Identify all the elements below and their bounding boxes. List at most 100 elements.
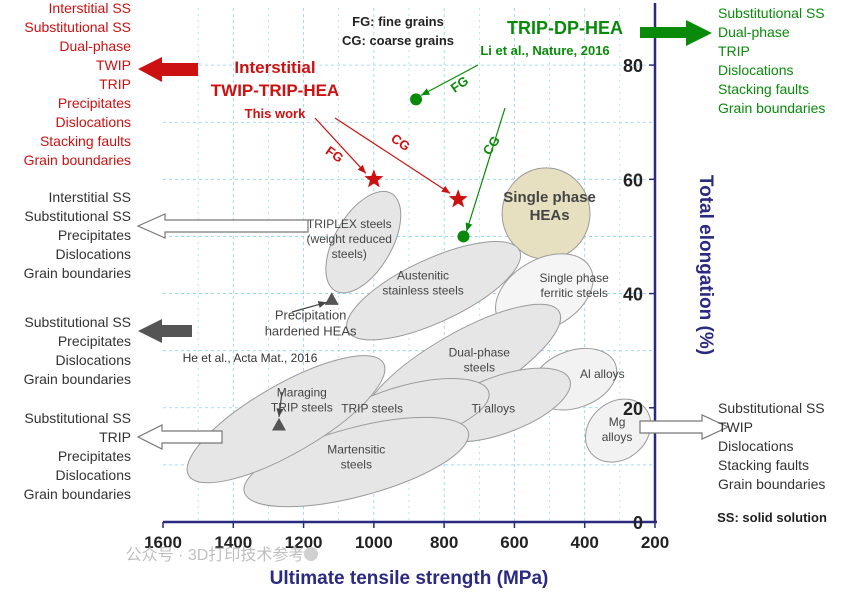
arrow-fg-green bbox=[420, 64, 479, 96]
trip-dp-title: TRIP-DP-HEA bbox=[507, 18, 623, 38]
mechanism-item: Substitutional SS bbox=[718, 5, 825, 21]
region-label: Maraging bbox=[277, 385, 327, 399]
arrow-fg-red bbox=[314, 117, 367, 174]
x-tick-label: 1200 bbox=[285, 533, 323, 552]
big-arrow-gray-right bbox=[639, 414, 730, 440]
mechanism-item: Substitutional SS bbox=[24, 410, 131, 426]
mechanism-item: Stacking faults bbox=[40, 133, 131, 149]
mechanism-item: TWIP bbox=[718, 419, 753, 435]
mechanism-item: Substitutional SS bbox=[24, 208, 131, 224]
region-label: steels bbox=[464, 360, 495, 374]
trip-dp-ref: Li et al., Nature, 2016 bbox=[480, 43, 609, 58]
watermark: 公众号 · 3D打印技术参考 bbox=[126, 546, 305, 564]
big-arrow-red-left-head bbox=[138, 57, 162, 82]
data-point-circle bbox=[410, 93, 423, 106]
big-arrow-gray-left-3 bbox=[136, 424, 223, 450]
arrow-cg-red-head bbox=[441, 185, 451, 194]
region-label: Ti alloys bbox=[472, 401, 516, 415]
big-arrow-red-left bbox=[160, 63, 198, 76]
region-label: ferritic steels bbox=[540, 286, 607, 300]
mechanism-item: Substitutional SS bbox=[24, 19, 131, 35]
mechanism-item: Dislocations bbox=[718, 62, 793, 78]
label-fg-green: FG bbox=[448, 73, 471, 96]
mechanism-item: Grain boundaries bbox=[24, 371, 131, 387]
region-label: HEAs bbox=[530, 207, 570, 224]
region-label: alloys bbox=[602, 430, 633, 444]
this-work-title: TWIP-TRIP-HEA bbox=[211, 81, 339, 100]
mechanism-item: Precipitates bbox=[58, 95, 131, 111]
this-work-sub: This work bbox=[245, 106, 306, 121]
arrow-maraging-head bbox=[276, 408, 284, 417]
region-label: Austenitic bbox=[397, 268, 449, 282]
y-tick-label: 60 bbox=[623, 170, 643, 190]
mechanism-item: Interstitial SS bbox=[49, 189, 131, 205]
region-label: hardened HEAs bbox=[265, 323, 357, 338]
mechanism-item: Grain boundaries bbox=[718, 476, 825, 492]
region-ellipse bbox=[346, 241, 522, 341]
this-work-title: Interstitial bbox=[234, 58, 315, 77]
data-point-triangle bbox=[324, 292, 339, 305]
mechanism-item: Substitutional SS bbox=[718, 400, 825, 416]
x-tick-label: 400 bbox=[571, 533, 599, 552]
y-tick-label: 40 bbox=[623, 285, 643, 305]
big-arrow-gray-left-1 bbox=[136, 213, 309, 239]
region-label: Martensitic bbox=[327, 442, 385, 456]
mechanism-item: TRIP bbox=[718, 43, 750, 59]
y-tick-label: 20 bbox=[623, 399, 643, 419]
region-label: TRIP steels bbox=[341, 401, 403, 415]
region-label: Mg bbox=[609, 415, 626, 429]
arrow-prec-head bbox=[317, 301, 327, 308]
watermark-icon bbox=[304, 547, 318, 561]
mechanism-item: Grain boundaries bbox=[24, 265, 131, 281]
mechanism-item: Dislocations bbox=[56, 352, 131, 368]
mechanism-item: TWIP bbox=[96, 57, 131, 73]
region-ellipse bbox=[585, 398, 652, 463]
arrow-cg-red bbox=[334, 117, 451, 194]
mechanism-item: Dislocations bbox=[56, 246, 131, 262]
x-tick-label: 600 bbox=[500, 533, 528, 552]
region-label: (weight reduced bbox=[307, 232, 392, 246]
legend-cg: CG: coarse grains bbox=[342, 33, 454, 48]
mechanism-item: Dislocations bbox=[718, 438, 793, 454]
mechanism-item: Grain boundaries bbox=[24, 486, 131, 502]
arrow-cg-green-head bbox=[465, 222, 473, 232]
big-arrow-gray-left-2 bbox=[138, 319, 192, 343]
x-tick-label: 1000 bbox=[355, 533, 393, 552]
region-label: Precipitation bbox=[275, 307, 347, 322]
arrow-fg-green-head bbox=[421, 88, 430, 96]
big-arrow-green-right-head bbox=[686, 20, 712, 46]
mechanism-item: Dislocations bbox=[56, 114, 131, 130]
mechanism-item: TRIP bbox=[99, 429, 131, 445]
y-tick-label: 0 bbox=[633, 513, 643, 533]
mechanism-item: Dislocations bbox=[56, 467, 131, 483]
region-label: steels) bbox=[332, 247, 367, 261]
mechanism-item: Stacking faults bbox=[718, 81, 809, 97]
legend-fg: FG: fine grains bbox=[352, 14, 444, 29]
mechanism-item: Grain boundaries bbox=[718, 100, 825, 116]
region-label: Al alloys bbox=[580, 367, 625, 381]
data-point-star bbox=[448, 189, 468, 208]
ss-note: SS: solid solution bbox=[717, 510, 827, 525]
mechanism-item: Precipitates bbox=[58, 333, 131, 349]
mechanism-item: Precipitates bbox=[58, 448, 131, 464]
region-ellipse bbox=[186, 355, 386, 484]
region-label: steels bbox=[341, 457, 372, 471]
mechanism-item: Dual-phase bbox=[59, 38, 131, 54]
mechanism-item: Dual-phase bbox=[718, 24, 790, 40]
label-fg-red: FG bbox=[323, 143, 346, 166]
region-label: stainless steels bbox=[382, 283, 463, 297]
region-label: Single phase bbox=[539, 271, 609, 285]
y-tick-label: 80 bbox=[623, 56, 643, 76]
arrow-cg-green bbox=[465, 107, 506, 232]
big-arrow-green-right bbox=[640, 27, 686, 38]
x-tick-label: 1400 bbox=[214, 533, 252, 552]
arrow-fg-red-head bbox=[357, 164, 366, 174]
mechanism-item: Stacking faults bbox=[718, 457, 809, 473]
region-label: Single phase bbox=[503, 189, 596, 206]
mechanism-item: Substitutional SS bbox=[24, 314, 131, 330]
label-cg-green: CG bbox=[480, 133, 503, 158]
mechanism-item: Precipitates bbox=[58, 227, 131, 243]
y-axis-label: Total elongation (%) bbox=[695, 175, 716, 355]
